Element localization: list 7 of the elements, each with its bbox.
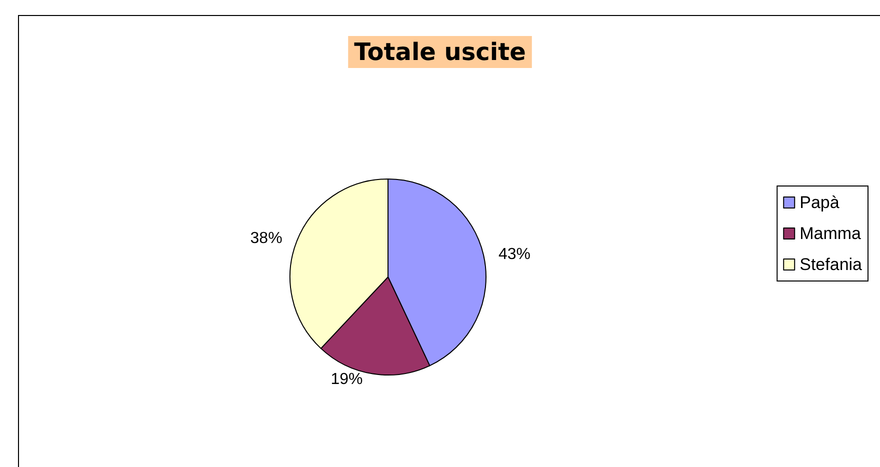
data-label: 19% [330, 371, 363, 388]
data-label: 43% [498, 246, 531, 263]
legend-label: Stefania [800, 255, 863, 274]
data-label: 38% [250, 230, 282, 248]
legend-label: Papà [800, 193, 840, 212]
legend-label: Mamma [800, 224, 862, 243]
chart-title: Totale uscite [354, 38, 526, 66]
